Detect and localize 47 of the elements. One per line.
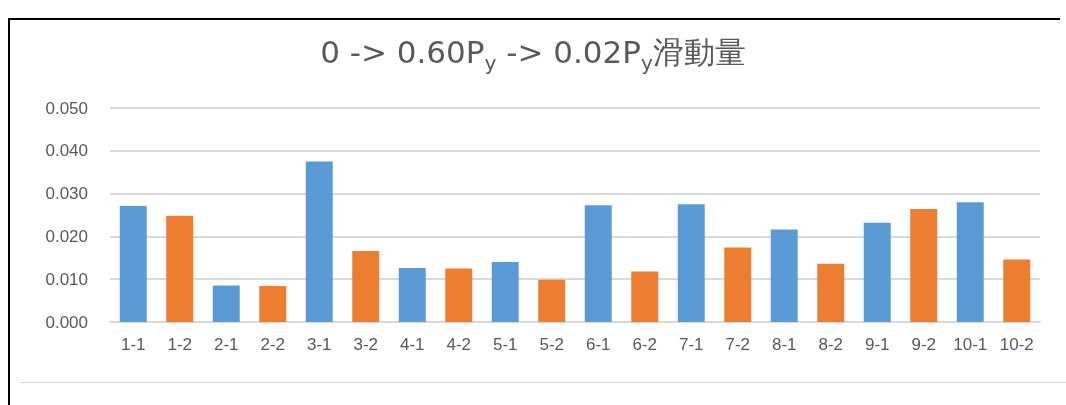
bar bbox=[724, 247, 752, 322]
bar bbox=[631, 271, 659, 322]
x-tick-label: 3-1 bbox=[306, 335, 332, 354]
bar bbox=[305, 161, 333, 322]
x-tick-label: 1-2 bbox=[167, 335, 193, 354]
x-tick-label: 7-2 bbox=[725, 335, 751, 354]
x-tick-label: 10-2 bbox=[999, 335, 1034, 354]
bar bbox=[770, 229, 798, 322]
bar bbox=[956, 202, 984, 322]
x-tick-label: 6-1 bbox=[585, 335, 611, 354]
chart-title: 0 -> 0.60P$_{y}$ -> 0.02P$_{y}$滑動量 bbox=[319, 33, 747, 76]
bar bbox=[119, 206, 147, 322]
bar bbox=[817, 263, 845, 322]
y-tick-label: 0.010 bbox=[45, 269, 88, 289]
bar bbox=[166, 215, 194, 322]
x-tick-label: 8-1 bbox=[771, 335, 797, 354]
x-tick-label: 2-2 bbox=[260, 335, 286, 354]
bar bbox=[1003, 259, 1031, 322]
x-tick-label: 9-1 bbox=[864, 335, 890, 354]
bar bbox=[398, 268, 426, 322]
x-tick-label: 1-1 bbox=[120, 335, 146, 354]
bar bbox=[352, 250, 380, 322]
x-tick-label: 2-1 bbox=[213, 335, 239, 354]
x-tick-label: 4-1 bbox=[399, 335, 425, 354]
y-tick-label: 0.050 bbox=[45, 98, 88, 118]
x-tick-label: 10-1 bbox=[953, 335, 988, 354]
bar bbox=[538, 279, 566, 322]
bar bbox=[910, 209, 938, 322]
x-tick-label: 8-2 bbox=[818, 335, 844, 354]
bar bbox=[584, 205, 612, 322]
x-tick-label: 5-1 bbox=[492, 335, 518, 354]
bar bbox=[212, 285, 240, 322]
y-tick-label: 0.040 bbox=[45, 141, 88, 161]
y-tick-label: 0.000 bbox=[45, 312, 88, 332]
x-tick-label: 5-2 bbox=[539, 335, 565, 354]
x-tick-label: 9-2 bbox=[911, 335, 937, 354]
y-tick-label: 0.030 bbox=[45, 184, 88, 204]
bar bbox=[491, 262, 519, 322]
x-tick-label: 6-2 bbox=[632, 335, 658, 354]
bar bbox=[259, 286, 287, 322]
bar bbox=[445, 268, 473, 322]
x-tick-label: 4-2 bbox=[446, 335, 472, 354]
bar bbox=[677, 204, 705, 322]
x-tick-label: 3-2 bbox=[353, 335, 379, 354]
x-tick-label: 7-1 bbox=[678, 335, 704, 354]
bar bbox=[863, 222, 891, 322]
y-tick-label: 0.020 bbox=[45, 226, 88, 246]
